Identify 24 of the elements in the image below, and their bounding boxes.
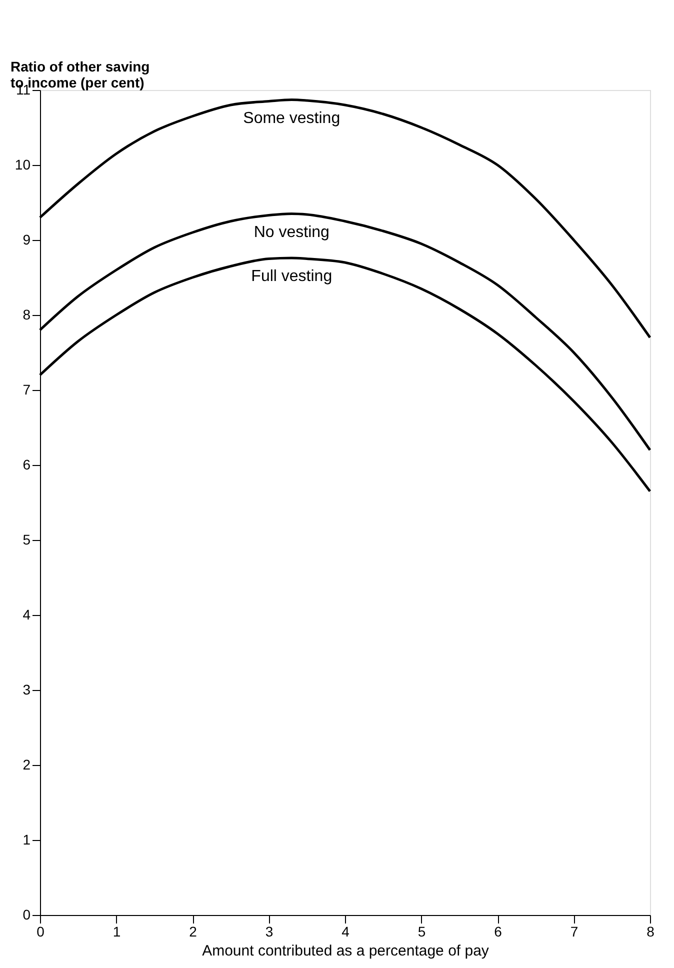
y-tick-label: 1 (22, 832, 31, 848)
y-tick-label: 2 (22, 756, 31, 772)
series-label: Some vesting (243, 110, 340, 127)
x-tick-label: 7 (570, 924, 578, 940)
x-tick-label: 2 (189, 924, 198, 940)
series-label: No vesting (254, 224, 330, 241)
x-tick-label: 8 (646, 924, 655, 940)
y-tick-label: 0 (22, 906, 31, 922)
y-tick-label: 10 (14, 156, 31, 172)
y-tick-label: 5 (22, 532, 31, 548)
y-tick-label: 4 (22, 606, 31, 622)
y-tick-label: 7 (22, 382, 31, 398)
x-tick-label: 5 (418, 924, 426, 940)
y-tick-label: 3 (22, 682, 31, 698)
series-label: Full vesting (251, 268, 332, 285)
x-tick-label: 3 (265, 924, 274, 940)
x-tick-label: 6 (494, 924, 502, 940)
y-tick-label: 9 (22, 232, 31, 248)
y-tick-label: 6 (22, 456, 31, 472)
x-tick-label: 0 (36, 924, 45, 940)
x-tick-label: 1 (112, 924, 121, 940)
y-tick-label: 8 (22, 306, 31, 322)
x-tick-label: 4 (342, 924, 350, 940)
x-axis-title: Amount contributed as a percentage of pay (202, 942, 490, 960)
